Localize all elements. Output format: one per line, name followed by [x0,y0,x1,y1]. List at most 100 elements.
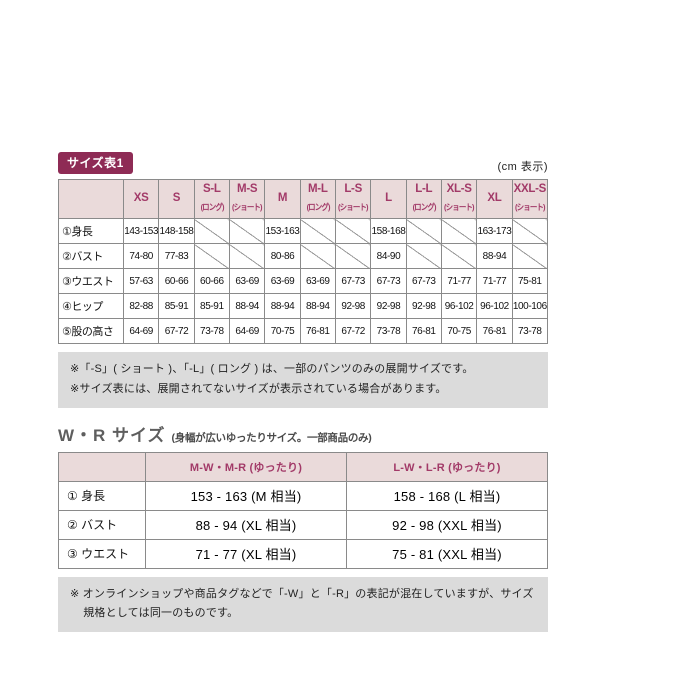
size-sublabel: (ショート) [232,201,263,212]
table2-corner-cell [58,451,146,482]
table1-diagonal-empty-cell [511,218,549,244]
table2-value-cell: 75 - 81 (XXL 相当) [346,538,548,569]
table1-size-column-header: S [158,179,195,219]
wr-size-heading: W・R サイズ (身幅が広いゆったりサイズ。一部商品のみ) [58,421,548,446]
table2-row-label: ② バスト [58,509,146,540]
table1-value-cell: 158-168 [370,218,407,244]
size-label: L-L [415,183,433,196]
size-label: XXL-S [513,183,547,196]
size-label: M-L [308,183,328,196]
table2-row-label: ③ ウエスト [58,538,146,569]
table1-value-cell: 76-81 [299,318,336,344]
size-label: XL [487,192,502,205]
table1-corner-cell [58,179,124,219]
table1-value-cell: 64-69 [122,318,160,344]
table1-size-column-header: S-L (ロング) [193,179,230,219]
table2-row-label: ① 身長 [58,480,146,511]
table1-value-cell: 67-73 [370,268,407,294]
table1-value-cell: 76-81 [405,318,442,344]
note-box-1: ※「-S」( ショート )、「-L」( ロング ) は、一部のパンツのみの展開サ… [58,352,548,408]
note-box-2: ※ オンラインショップや商品タグなどで「-W」と「-R」の表記が混在していますが… [58,576,548,633]
wr-size-title: W・R サイズ [58,425,166,445]
table1-row-label: ③ウエスト [58,268,124,294]
size-table-1-row: ⑤股の高さ 64-69 67-72 73-78 64-69 70-75 76-81 67-72… [58,318,549,344]
table1-diagonal-empty-cell [228,243,266,269]
table2-value-cell: 71 - 77 (XL 相当) [145,538,347,569]
table1-row-label: ⑤股の高さ [58,318,124,344]
table1-value-cell: 100-106 [511,293,549,319]
table1-value-cell: 80-86 [264,243,301,269]
table2-value-cell: 92 - 98 (XXL 相当) [346,509,548,540]
size-table-1-row: ①身長 143-153 148-158 153-163 158-168 163-173 [58,218,549,244]
table1-value-cell: 88-94 [264,293,301,319]
table1-value-cell: 67-73 [405,268,442,294]
table1-size-column-header: XS [122,179,160,219]
size-label: S-L [203,183,221,196]
table1-value-cell: 153-163 [264,218,301,244]
size-label: L [385,192,392,205]
size-table-1-row: ②バスト 74-80 77-83 80-86 84-90 88-94 [58,243,549,269]
note1-line-2: ※サイズ表には、展開されてないサイズが表示されている場合があります。 [70,382,447,395]
table1-value-cell: 60-66 [158,268,195,294]
table1-size-column-header: M-L (ロング) [299,179,336,219]
table1-diagonal-empty-cell [334,243,372,269]
table1-size-column-header: L [370,179,407,219]
size-table-2-row: ② バスト 88 - 94 (XL 相当) 92 - 98 (XXL 相当) [58,509,548,540]
table1-value-cell: 148-158 [158,218,195,244]
size-label: XS [133,192,149,205]
size-label: M-S [237,183,258,196]
table1-size-column-header: M-S (ショート) [228,179,266,219]
size-label: L-S [344,183,362,196]
table2-value-cell: 88 - 94 (XL 相当) [145,509,347,540]
table1-diagonal-empty-cell [440,218,478,244]
table1-value-cell: 96-102 [476,293,513,319]
size-sublabel: (ショート) [338,201,369,212]
table1-value-cell: 63-69 [228,268,266,294]
table2-column-header: L-W・L-R (ゆったり) [346,451,548,482]
table1-diagonal-empty-cell [228,218,266,244]
table1-value-cell: 75-81 [511,268,549,294]
table1-row-label: ②バスト [58,243,124,269]
table2-value-cell: 158 - 168 (L 相当) [346,480,548,511]
table1-value-cell: 73-78 [370,318,407,344]
table1-value-cell: 70-75 [264,318,301,344]
table1-value-cell: 82-88 [122,293,160,319]
size-table-1-header-row: XS S S-L (ロング) M-S (ショート) M M-L (ロング) L-S (ショート) L L… [58,179,549,219]
size-label: S [172,192,181,205]
size-table-2-header-row: M-W・M-R (ゆったり) L-W・L-R (ゆったり) [58,451,548,482]
table1-value-cell: 67-73 [334,268,372,294]
table1-value-cell: 73-78 [193,318,230,344]
size-sublabel: (ショート) [514,201,546,212]
size-chart-content: サイズ表1 (cm 表示) XS S S-L (ロング) M-S (ショート) M M-L (ロ… [58,152,549,633]
table1-size-column-header: XL [476,179,513,219]
table1-value-cell: 76-81 [476,318,513,344]
table1-value-cell: 92-98 [370,293,407,319]
size-sublabel: (ロング) [306,201,330,212]
size-sublabel: (ショート) [444,201,475,212]
size-table-1-row: ③ウエスト 57-63 60-66 60-66 63-69 63-69 63-69 67-73… [58,268,549,294]
size-table-1-row: ④ヒップ 82-88 85-91 85-91 88-94 88-94 88-94 92-98 9… [58,293,549,319]
size-sublabel: (ロング) [412,201,436,212]
table1-header-line: サイズ表1 (cm 表示) [58,152,548,174]
cm-unit-label: (cm 表示) [497,161,548,173]
table1-value-cell: 63-69 [264,268,301,294]
table1-diagonal-empty-cell [405,218,442,244]
table1-diagonal-empty-cell [193,243,230,269]
table1-diagonal-empty-cell [334,218,372,244]
size-table-1: XS S S-L (ロング) M-S (ショート) M M-L (ロング) L-S (ショート) L L… [58,179,549,344]
table1-value-cell: 84-90 [370,243,407,269]
table2-value-cell: 153 - 163 (M 相当) [145,480,347,511]
table2-column-header: M-W・M-R (ゆったり) [145,451,347,482]
table1-value-cell: 73-78 [511,318,549,344]
table1-value-cell: 77-83 [158,243,195,269]
table1-value-cell: 70-75 [440,318,478,344]
size-label: XL-S [446,183,472,196]
table1-value-cell: 67-72 [158,318,195,344]
size-chart-1-badge: サイズ表1 [58,152,133,174]
table1-value-cell: 57-63 [122,268,160,294]
table1-value-cell: 60-66 [193,268,230,294]
table1-value-cell: 64-69 [228,318,266,344]
table1-value-cell: 163-173 [476,218,513,244]
table1-size-column-header: XL-S (ショート) [440,179,478,219]
